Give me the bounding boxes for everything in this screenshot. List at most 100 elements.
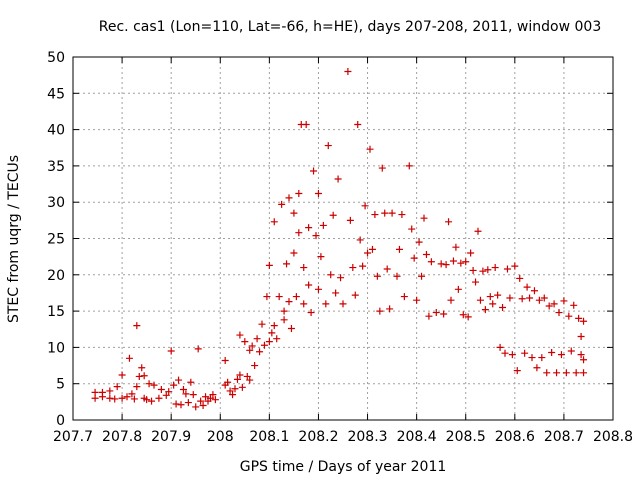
x-tick-label: 208.3 — [347, 429, 387, 445]
data-point — [513, 367, 521, 375]
y-tick-label: 25 — [47, 232, 65, 248]
data-point — [489, 300, 497, 308]
y-tick-label: 45 — [47, 86, 65, 102]
data-point — [253, 335, 261, 343]
data-point — [378, 164, 386, 172]
data-point — [233, 375, 241, 383]
data-point — [437, 260, 445, 268]
data-point — [364, 249, 372, 257]
data-point — [280, 307, 288, 315]
data-point — [123, 393, 131, 401]
data-point — [580, 369, 588, 377]
data-point — [408, 225, 416, 233]
data-point — [334, 175, 342, 183]
data-point — [106, 387, 114, 395]
data-point — [459, 311, 467, 319]
data-point — [577, 351, 585, 359]
data-point — [236, 331, 244, 339]
data-point — [179, 386, 187, 394]
data-point — [285, 298, 293, 306]
data-point — [295, 229, 303, 237]
data-point — [251, 362, 259, 370]
data-point — [290, 249, 298, 257]
data-point — [575, 314, 583, 322]
data-point — [557, 351, 565, 359]
data-point — [317, 253, 325, 261]
data-point — [194, 345, 202, 353]
data-point — [562, 369, 570, 377]
data-point — [125, 354, 133, 362]
data-point — [570, 301, 578, 309]
data-point — [388, 209, 396, 217]
data-point — [143, 396, 151, 404]
y-tick-label: 10 — [47, 340, 65, 356]
data-point — [415, 238, 423, 246]
data-point — [133, 383, 141, 391]
data-point — [530, 287, 538, 295]
data-point — [418, 272, 426, 280]
data-point — [484, 266, 492, 274]
data-point — [199, 401, 207, 409]
data-point — [371, 211, 379, 219]
data-point — [427, 258, 435, 266]
data-point — [555, 309, 563, 317]
data-point — [351, 291, 359, 299]
data-point — [130, 395, 138, 403]
data-point — [290, 209, 298, 217]
grid-lines — [73, 57, 613, 420]
data-point — [197, 397, 205, 405]
data-point — [467, 249, 475, 257]
data-point — [548, 348, 556, 356]
data-point — [295, 189, 303, 197]
x-tick-label: 208.8 — [593, 429, 633, 445]
data-point — [189, 391, 197, 399]
data-point — [314, 189, 322, 197]
data-point — [145, 380, 153, 388]
data-point — [469, 266, 477, 274]
data-point — [268, 329, 276, 337]
data-point — [184, 399, 192, 407]
data-point — [339, 300, 347, 308]
x-tick-label: 207.7 — [53, 429, 93, 445]
y-axis-ticks: 0 5 10 15 20 25 30 35 40 45 50 — [47, 50, 613, 429]
data-point — [454, 285, 462, 293]
data-point — [118, 394, 126, 402]
data-point — [182, 390, 190, 398]
data-point — [319, 221, 327, 229]
data-point — [91, 388, 99, 396]
data-point — [229, 391, 237, 399]
x-tick-label: 208.5 — [446, 429, 486, 445]
data-point — [572, 369, 580, 377]
data-point — [580, 356, 588, 364]
data-point — [368, 245, 376, 253]
data-point — [499, 303, 507, 311]
data-point — [474, 227, 482, 235]
data-point — [246, 376, 254, 384]
data-point — [560, 297, 568, 305]
data-point — [479, 267, 487, 275]
data-point — [496, 343, 504, 351]
data-point — [111, 395, 119, 403]
data-point — [113, 383, 121, 391]
data-point — [373, 272, 381, 280]
data-point — [567, 347, 575, 355]
data-point — [287, 325, 295, 333]
data-point — [260, 341, 268, 349]
data-point — [346, 216, 354, 224]
data-point — [172, 400, 180, 408]
chart-title: Rec. cas1 (Lon=110, Lat=-66, h=HE), days… — [99, 19, 601, 35]
data-point — [464, 313, 472, 321]
x-axis-ticks: 207.7 207.8 207.9 208 208.1 208.2 208.3 208.4 20… — [53, 57, 633, 445]
data-point — [410, 254, 418, 262]
data-point — [432, 309, 440, 317]
data-point — [329, 211, 337, 219]
x-tick-label: 208.6 — [495, 429, 535, 445]
data-point — [457, 259, 465, 267]
data-point — [472, 278, 480, 286]
data-point — [300, 300, 308, 308]
data-point — [312, 232, 320, 240]
data-point — [476, 296, 484, 304]
data-point — [491, 264, 499, 272]
data-point — [98, 388, 106, 396]
data-point — [243, 372, 251, 380]
